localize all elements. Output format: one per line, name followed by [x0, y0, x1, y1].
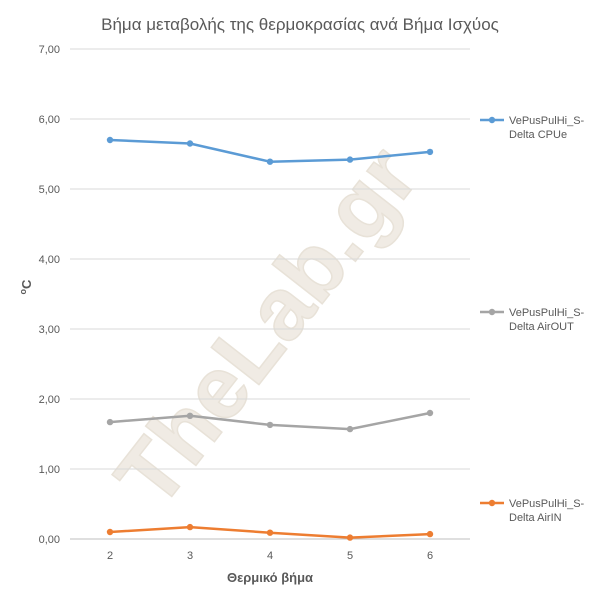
x-tick-label: 3	[187, 550, 193, 562]
data-point	[186, 412, 194, 419]
x-tick-label: 5	[347, 550, 353, 562]
y-tick-label: 3,00	[39, 324, 60, 336]
legend-swatch-marker	[488, 308, 496, 316]
gridlines	[70, 48, 470, 540]
data-point	[426, 530, 434, 538]
series-group	[106, 136, 434, 541]
watermark: TheLab.gr	[96, 128, 436, 524]
chart-title: Βήμα μεταβολής της θερμοκρασίας ανά Βήμα…	[101, 15, 499, 34]
legend-label: VePusPulHi_S-Delta AirOUT	[509, 307, 585, 333]
legend: VePusPulHi_S-Delta CPUe VePusPulHi_S-Delt…	[480, 115, 585, 524]
legend-swatch-marker	[488, 116, 496, 124]
y-axis-title-main: C	[19, 279, 34, 289]
y-axis-title-sup: o	[18, 288, 28, 294]
data-point	[106, 528, 114, 536]
data-point	[186, 523, 194, 531]
y-tick-label: 2,00	[39, 394, 60, 406]
y-axis-title: oC	[18, 279, 34, 295]
svg-text:oC: oC	[18, 279, 34, 295]
x-tick-label: 2	[107, 550, 113, 562]
data-point	[426, 409, 434, 417]
x-tick-label: 4	[267, 550, 273, 562]
y-tick-label: 1,00	[39, 464, 60, 476]
x-axis-ticks: 2 3 4 5 6	[107, 550, 433, 562]
data-point	[106, 136, 114, 144]
legend-swatch-marker	[488, 499, 496, 507]
data-point	[346, 156, 354, 163]
data-point	[186, 140, 194, 147]
legend-label: VePusPulHi_S-Delta CPUe	[509, 115, 585, 141]
y-tick-label: 4,00	[39, 254, 60, 266]
data-point	[266, 421, 274, 429]
data-point	[106, 418, 114, 426]
y-axis-ticks: 0,00 1,00 2,00 3,00 4,00 5,00 6,00 7,00	[39, 44, 60, 546]
y-tick-label: 7,00	[39, 44, 60, 56]
y-tick-label: 5,00	[39, 184, 60, 196]
legend-label: VePusPulHi_S-Delta AirIN	[509, 498, 585, 524]
data-point	[346, 425, 354, 433]
data-point	[266, 158, 274, 165]
data-point	[346, 534, 354, 541]
y-tick-label: 6,00	[39, 114, 60, 126]
x-tick-label: 6	[427, 550, 433, 562]
data-point	[426, 148, 434, 156]
y-tick-label: 0,00	[39, 534, 60, 546]
x-axis-title: Θερμικό βήμα	[227, 570, 313, 585]
data-point	[266, 529, 274, 536]
